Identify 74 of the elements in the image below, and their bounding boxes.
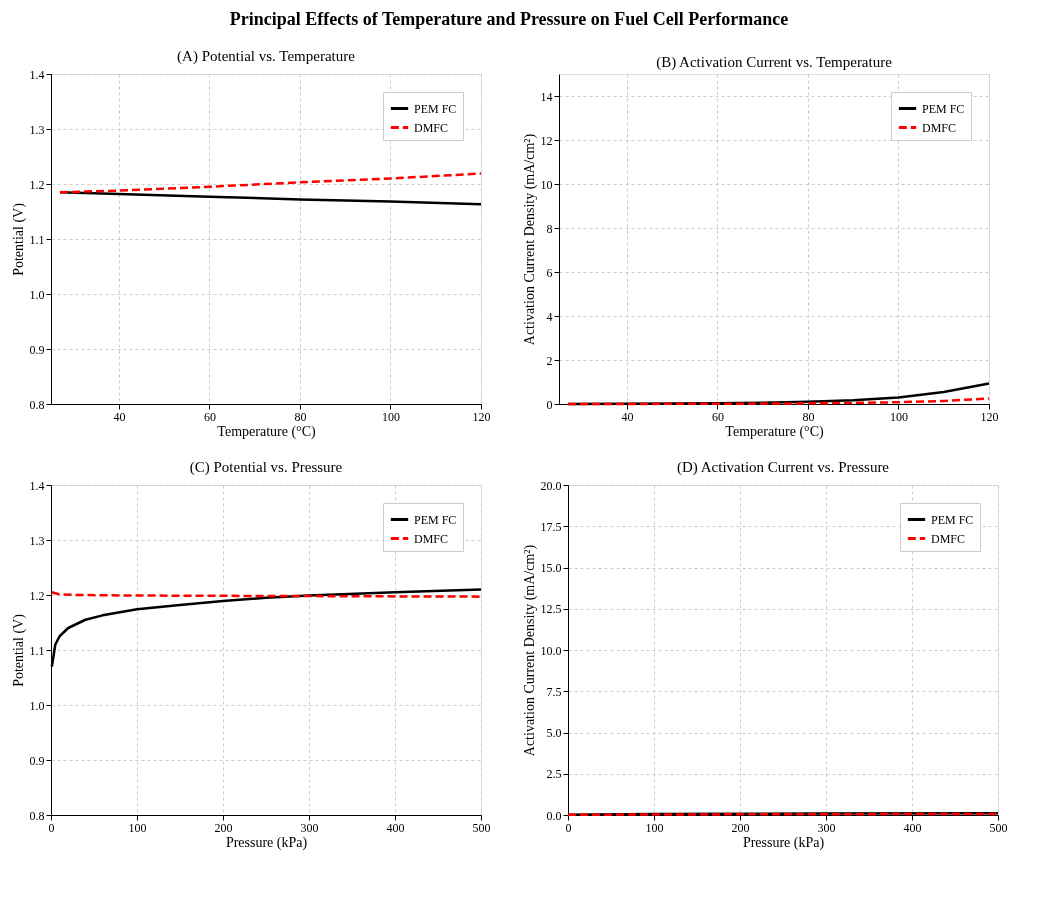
legend-label: PEM FC [414,101,457,116]
text: Principal Effects of Temperature and Pressure on Fuel Cell Performance [229,8,789,29]
x-tick-label: 40 [113,409,126,424]
y-axis-title: Potential (V) [10,202,27,276]
legend-label: PEM FC [922,101,965,116]
x-tick-label: 400 [903,820,922,835]
x-tick-label: 100 [128,820,147,835]
x-tick-label: 80 [294,409,307,424]
y-tick-label: 8 [546,221,553,236]
x-axis-title: Temperature (°C) [217,423,316,440]
y-axis-title: Potential (V) [10,613,27,687]
x-tick-label: 80 [802,409,815,424]
y-tick-label: 1.3 [29,533,45,548]
x-tick-label: 200 [731,820,750,835]
y-tick-label: 15.0 [540,561,562,575]
y-tick-label: 0.9 [29,342,45,357]
x-tick-label: 100 [889,409,908,424]
y-tick-label: 1.1 [29,643,45,658]
y-tick-label: 1.3 [29,122,45,137]
y-tick-label: 12 [540,133,553,148]
y-tick-label: 10 [540,177,553,192]
x-axis-title: Pressure (kPa) [742,834,825,851]
y-axis-title: Activation Current Density (mA/cm²) [521,544,538,757]
x-tick-label: 500 [472,820,491,835]
y-axis-title: Activation Current Density (mA/cm²) [521,133,538,346]
y-tick-label: 1.2 [29,177,45,192]
legend-label: DMFC [414,120,449,135]
x-tick-label: 200 [214,820,233,835]
y-tick-label: 1.4 [29,478,45,493]
chart-title: (B) Activation Current vs. Temperature [656,54,893,71]
x-tick-label: 300 [817,820,836,835]
y-tick-label: 0.8 [29,397,45,412]
x-axis-title: Pressure (kPa) [225,834,308,851]
y-tick-label: 20.0 [540,478,562,493]
chart-title: (D) Activation Current vs. Pressure [676,459,890,476]
y-tick-label: 0 [546,397,553,412]
x-axis-title: Temperature (°C) [725,423,824,440]
y-tick-label: 10.0 [540,643,562,658]
y-tick-label: 1.0 [29,287,45,302]
legend-label: DMFC [931,531,966,546]
x-tick-label: 40 [621,409,634,424]
legend-label: PEM FC [931,512,974,527]
x-tick-label: 500 [989,820,1008,835]
x-tick-label: 100 [645,820,664,835]
x-tick-label: 100 [381,409,400,424]
x-tick-label: 0 [48,820,55,835]
x-tick-label: 60 [203,409,216,424]
y-tick-label: 1.4 [29,67,45,82]
legend-label: DMFC [414,531,449,546]
legend-label: PEM FC [414,512,457,527]
x-tick-label: 120 [980,409,999,424]
x-tick-label: 120 [472,409,491,424]
y-tick-label: 17.5 [540,519,562,534]
y-tick-label: 7.5 [546,684,562,699]
x-tick-label: 300 [300,820,319,835]
y-tick-label: 1.0 [29,698,45,713]
y-tick-label: 5.0 [546,726,562,740]
y-tick-label: 1.1 [29,232,45,247]
y-tick-label: 2.5 [546,767,562,782]
y-tick-label: 2 [546,353,553,368]
chart-title: (C) Potential vs. Pressure [189,459,343,476]
y-tick-label: 0.0 [546,808,562,823]
legend-label: DMFC [922,120,957,135]
chart-title: (A) Potential vs. Temperature [177,48,356,65]
y-tick-label: 1.2 [29,588,45,603]
x-tick-label: 400 [386,820,405,835]
x-tick-label: 0 [565,820,572,835]
y-tick-label: 4 [546,309,553,324]
y-tick-label: 6 [546,265,553,280]
y-tick-label: 12.5 [540,602,562,617]
y-tick-label: 14 [540,89,553,104]
x-tick-label: 60 [711,409,724,424]
y-tick-label: 0.8 [29,808,45,823]
y-tick-label: 0.9 [29,753,45,768]
